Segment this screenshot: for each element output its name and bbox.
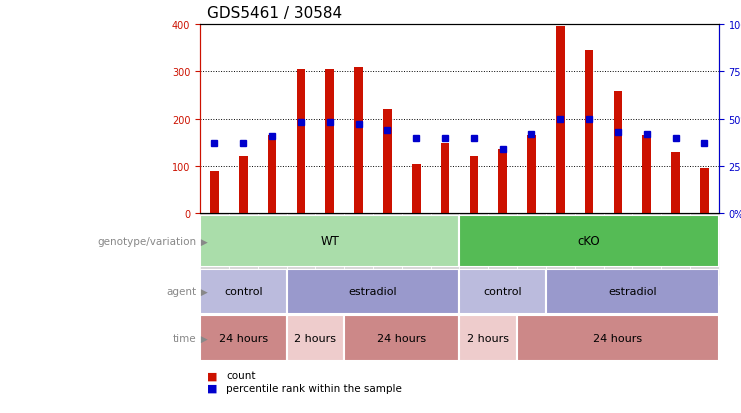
Text: estradiol: estradiol (349, 287, 397, 297)
Text: 2 hours: 2 hours (468, 333, 509, 343)
Bar (344, 316, 459, 361)
Bar (258, 214, 287, 285)
Text: count: count (226, 370, 256, 380)
Bar (268, 136, 276, 214)
Text: 2 hours: 2 hours (294, 333, 336, 343)
Bar (239, 157, 247, 214)
Bar (459, 316, 517, 361)
Bar (546, 269, 719, 314)
Bar (459, 269, 546, 314)
Bar (383, 110, 392, 214)
Text: 24 hours: 24 hours (594, 333, 642, 343)
Bar (287, 269, 459, 314)
Text: control: control (224, 287, 262, 297)
Bar (585, 51, 594, 214)
Bar (210, 171, 219, 214)
Bar (412, 164, 420, 214)
Bar (632, 214, 661, 285)
Text: ▶: ▶ (198, 237, 207, 246)
Bar (200, 214, 229, 285)
Bar (402, 214, 431, 285)
Text: ▶: ▶ (198, 287, 207, 296)
Bar (700, 169, 708, 214)
Bar (441, 144, 449, 214)
Bar (431, 214, 459, 285)
Bar (373, 214, 402, 285)
Bar (200, 269, 287, 314)
Bar (556, 27, 565, 214)
Bar (546, 214, 575, 285)
Bar (296, 70, 305, 214)
Bar (575, 214, 603, 285)
Bar (229, 214, 258, 285)
Text: genotype/variation: genotype/variation (97, 236, 196, 246)
Bar (661, 214, 690, 285)
Bar (498, 150, 507, 214)
Text: WT: WT (320, 235, 339, 248)
Bar (690, 214, 719, 285)
Bar (287, 316, 344, 361)
Bar (287, 214, 316, 285)
Bar (459, 215, 719, 268)
Bar (200, 316, 287, 361)
Bar (527, 136, 536, 214)
Bar (603, 214, 632, 285)
Text: 24 hours: 24 hours (377, 333, 426, 343)
Text: agent: agent (166, 287, 196, 297)
Bar (614, 92, 622, 214)
Bar (325, 70, 334, 214)
Bar (354, 68, 363, 214)
Text: GDS5461 / 30584: GDS5461 / 30584 (207, 6, 342, 21)
Text: estradiol: estradiol (608, 287, 657, 297)
Bar (517, 316, 719, 361)
Bar (344, 214, 373, 285)
Text: ■: ■ (207, 370, 218, 380)
Bar (316, 214, 344, 285)
Text: percentile rank within the sample: percentile rank within the sample (226, 383, 402, 393)
Bar (671, 152, 679, 214)
Text: ■: ■ (207, 383, 218, 393)
Bar (470, 157, 478, 214)
Bar (642, 136, 651, 214)
Bar (488, 214, 517, 285)
Text: time: time (173, 333, 196, 343)
Text: ▶: ▶ (198, 334, 207, 343)
Text: cKO: cKO (578, 235, 600, 248)
Bar (200, 215, 459, 268)
Text: control: control (483, 287, 522, 297)
Bar (459, 214, 488, 285)
Text: 24 hours: 24 hours (219, 333, 268, 343)
Bar (517, 214, 546, 285)
